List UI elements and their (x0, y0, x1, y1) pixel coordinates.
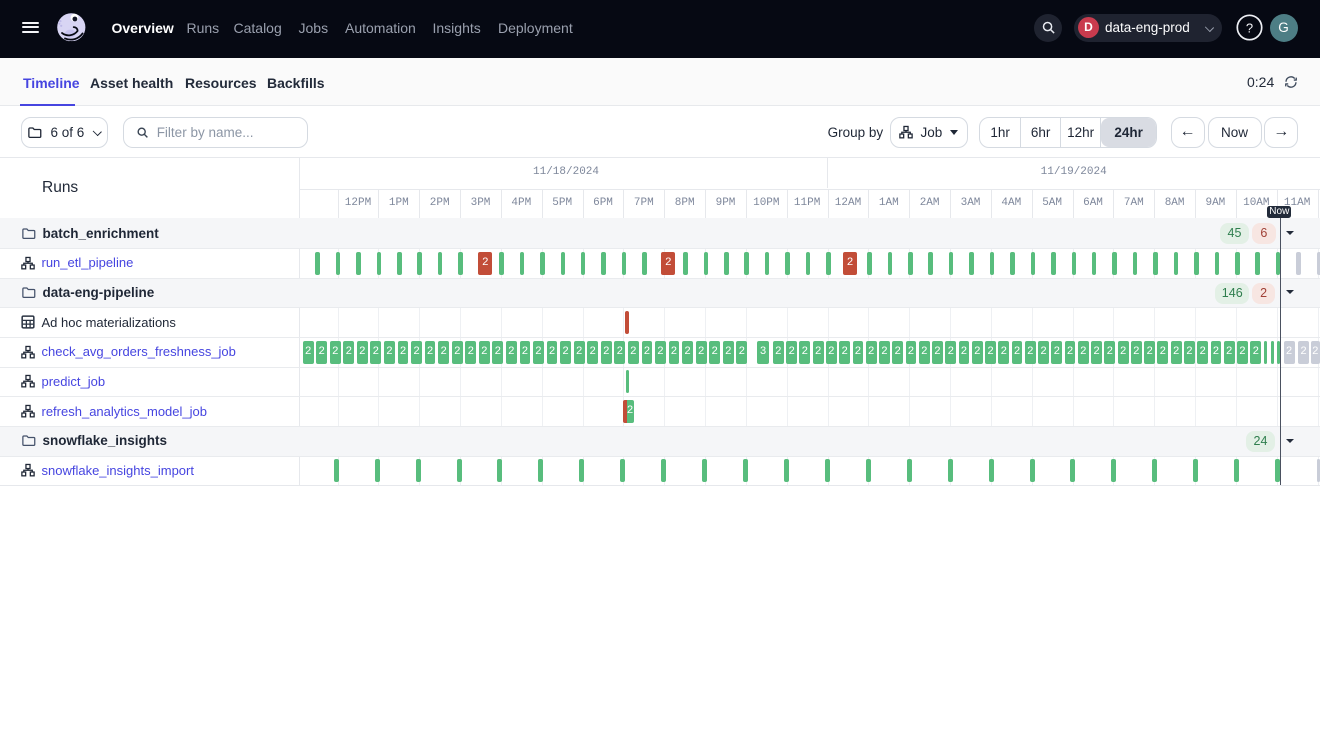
svg-text:?: ? (1246, 20, 1253, 35)
